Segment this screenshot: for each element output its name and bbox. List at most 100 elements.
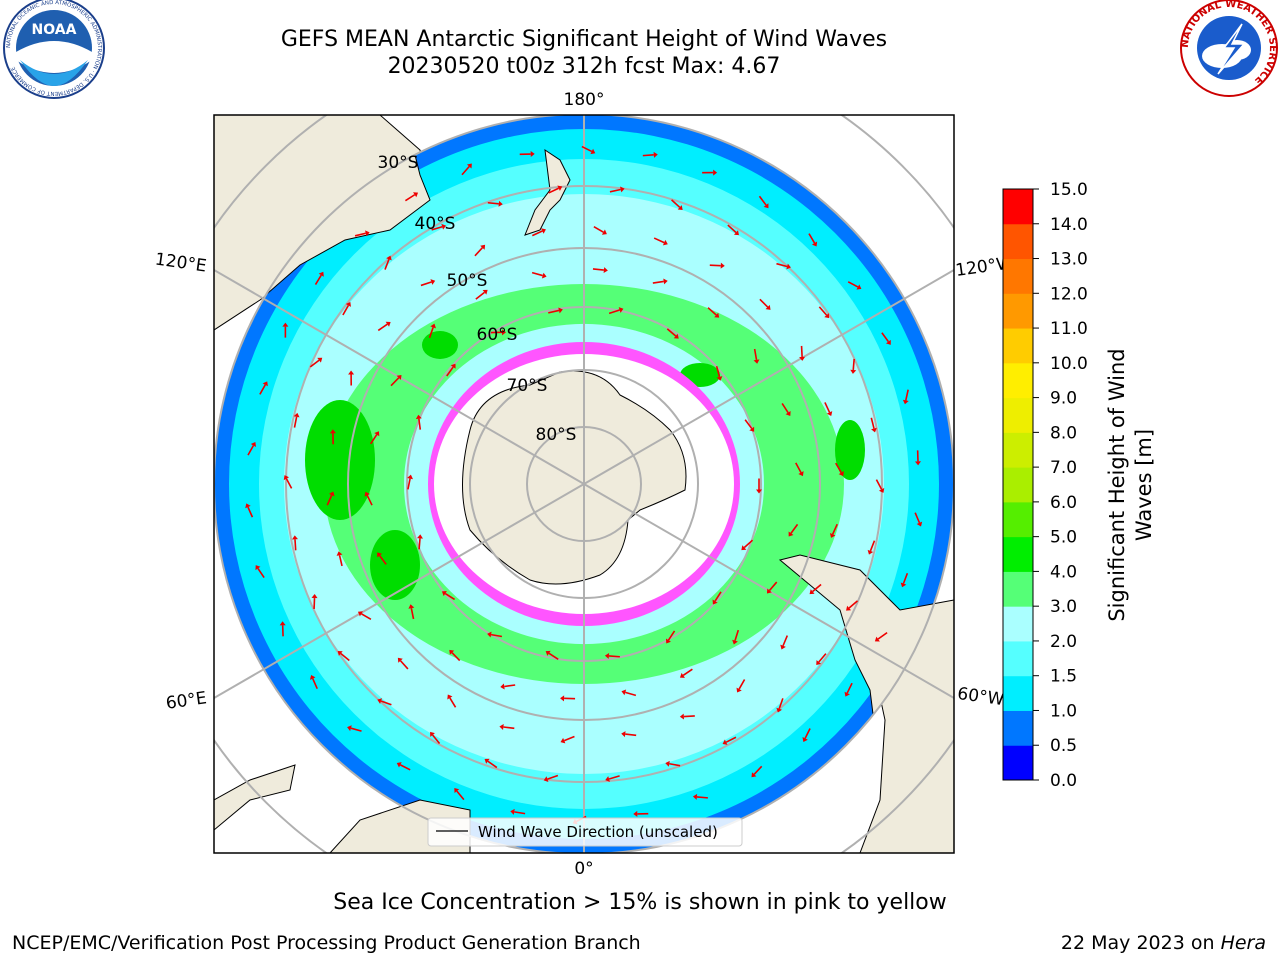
wave-direction-arrowhead <box>385 321 391 327</box>
wave-patch-4.0-5.0 <box>422 331 458 359</box>
wave-direction-arrow <box>795 462 802 473</box>
wave-direction-arrowhead <box>811 241 818 247</box>
wave-direction-arrowhead <box>510 808 515 815</box>
wave-direction-arrow <box>852 358 855 371</box>
wave-direction-arrowhead <box>605 776 610 782</box>
wave-direction-arrowhead <box>712 599 718 605</box>
wave-direction-arrowhead <box>396 374 402 380</box>
colorbar-swatch <box>1003 606 1033 642</box>
wave-direction-arrow <box>744 419 753 430</box>
wave-direction-arrow <box>753 348 758 360</box>
wave-direction-arrow <box>835 462 842 474</box>
footer-host: Hera <box>1220 932 1266 954</box>
wave-direction-arrow <box>504 684 516 688</box>
wave-direction-arrowhead <box>466 163 472 169</box>
wave-direction-arrowhead <box>430 323 436 329</box>
colorbar-swatch <box>1003 710 1033 746</box>
wave-direction-arrowhead <box>407 474 414 480</box>
wave-direction-arrowhead <box>447 694 453 700</box>
wave-direction-arrowhead <box>328 491 335 497</box>
sea-ice-note: Sea Ice Concentration > 15% is shown in … <box>333 890 947 915</box>
wave-direction-arrow <box>384 259 390 270</box>
wave-direction-arrowhead <box>665 760 670 767</box>
wave-direction-arrow <box>914 512 921 524</box>
wave-direction-arrow <box>548 187 559 194</box>
lat-label-80s: 80°S <box>536 425 577 445</box>
wave-direction-arrowhead <box>374 431 380 437</box>
wave-direction-arrowhead <box>802 737 808 742</box>
wave-direction-arrowhead <box>364 491 370 497</box>
wave-direction-arrowhead <box>480 244 486 250</box>
wave-direction-arrowhead <box>846 605 852 611</box>
wave-direction-arrow <box>247 445 255 456</box>
wave-direction-arrowhead <box>430 279 436 285</box>
wave-direction-arrowhead <box>454 788 460 794</box>
wave-direction-arrowhead <box>377 552 382 558</box>
wave-direction-arrowhead <box>741 545 747 551</box>
wave-direction-arrowhead <box>603 267 608 274</box>
wave-direction-arrowhead <box>816 660 822 666</box>
wave-direction-arrowhead <box>530 151 535 158</box>
wave-direction-arrow <box>285 478 293 489</box>
wave-direction-arrowhead <box>692 793 698 800</box>
colorbar-tick-label: 13.0 <box>1050 250 1088 270</box>
lat-label-60s: 60°S <box>477 325 518 345</box>
footer-branch: NCEP/EMC/Verification Post Processing Pr… <box>12 932 641 954</box>
legend-label: Wind Wave Direction (unscaled) <box>478 823 718 841</box>
wave-direction-arrow <box>456 790 465 801</box>
wave-direction-arrowhead <box>337 650 343 656</box>
wave-direction-arrow <box>247 506 254 518</box>
wave-direction-arrowhead <box>766 588 772 594</box>
wave-direction-arrowhead <box>604 652 610 659</box>
wave-direction-arrowhead <box>856 284 862 290</box>
colorbar-tick-label: 12.0 <box>1050 284 1088 304</box>
wave-direction-arrow <box>314 274 322 285</box>
wave-direction-arrow <box>696 796 708 799</box>
wave-direction-arrow <box>608 655 620 658</box>
wave-direction-arrowhead <box>826 411 833 417</box>
wave-direction-arrowhead <box>365 230 370 237</box>
wind-wave-arrows <box>245 145 923 825</box>
lat-label-50s: 50°S <box>447 271 488 291</box>
colorbar-swatch <box>1003 223 1033 260</box>
wave-direction-arrow <box>782 635 789 647</box>
wave-direction-arrow <box>875 479 883 490</box>
wave-direction-arrow <box>707 307 717 316</box>
colorbar-tick-label: 5.0 <box>1050 528 1077 548</box>
wave-direction-arrowhead <box>449 649 455 655</box>
wave-direction-arrow <box>294 539 297 551</box>
wave-direction-arrowhead <box>500 683 505 690</box>
wave-direction-arrow <box>503 726 515 730</box>
lon-label-60e: 60°E <box>165 688 208 713</box>
wave-direction-arrowhead <box>417 534 423 539</box>
colorbar-label-line2: Waves [m] <box>1132 429 1156 541</box>
wave-direction-arrow <box>326 494 333 506</box>
wave-direction-arrowhead <box>756 489 762 494</box>
wave-direction-arrow <box>309 359 320 368</box>
noaa-logo-text: NOAA <box>32 22 77 38</box>
wave-direction-arrow <box>390 377 400 387</box>
wave-direction-arrow <box>877 631 888 640</box>
wave-direction-arrow <box>377 323 388 332</box>
wave-direction-arrow <box>259 384 266 395</box>
wave-direction-arrow <box>342 305 350 316</box>
wave-direction-arrowhead <box>255 565 261 571</box>
wave-direction-arrow <box>609 188 621 193</box>
wave-direction-arrowhead <box>798 471 804 477</box>
wave-direction-arrow <box>431 734 441 744</box>
colorbar-swatch <box>1003 640 1033 677</box>
wave-direction-arrowhead <box>749 426 755 432</box>
wave-direction-arrow <box>759 298 769 308</box>
wave-direction-arrowhead <box>601 229 607 235</box>
wave-direction-arrow <box>727 224 737 234</box>
wave-direction-arrowhead <box>498 200 503 207</box>
wave-direction-arrowhead <box>560 737 566 744</box>
wave-direction-arrow <box>625 733 637 737</box>
wave-direction-arrowhead <box>621 731 626 738</box>
wave-direction-arrowhead <box>279 621 286 626</box>
wave-direction-arrow <box>905 389 909 401</box>
wave-direction-arrow <box>725 736 737 743</box>
wave-direction-arrow <box>474 247 483 257</box>
wave-direction-arrowhead <box>786 263 791 270</box>
wave-direction-arrow <box>667 630 676 641</box>
